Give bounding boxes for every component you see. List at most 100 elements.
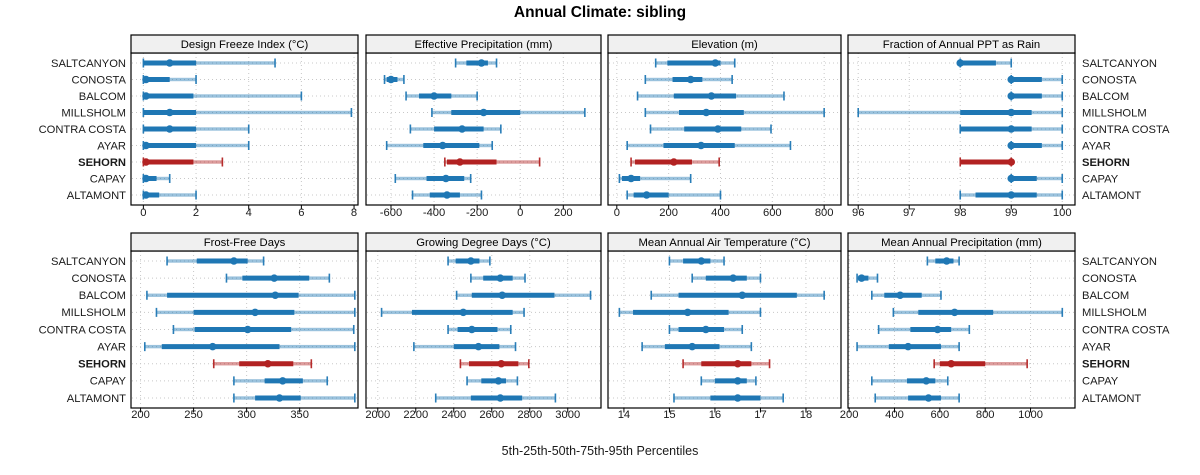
median-dot — [729, 274, 737, 282]
whisker-cap-5th — [649, 124, 652, 134]
axis-tick-label: 97 — [903, 207, 915, 219]
site-label-left: CONTRA COSTA — [39, 324, 127, 336]
median-dot — [142, 191, 150, 199]
panel-title: Elevation (m) — [691, 39, 758, 51]
interval-25-75 — [939, 361, 986, 367]
median-dot — [686, 75, 695, 84]
whisker-cap-95th — [958, 256, 960, 266]
whisker-cap-5th — [892, 307, 895, 317]
axis-tick-label: 8 — [351, 207, 357, 219]
whisker-cap-95th — [221, 157, 224, 167]
whisker-cap-95th — [1026, 359, 1028, 369]
whisker-cap-95th — [1061, 307, 1064, 317]
median-dot — [230, 257, 238, 265]
whisker-cap-5th — [871, 376, 873, 386]
axis-tick-label: 15 — [663, 409, 675, 421]
median-dot — [1007, 191, 1016, 199]
median-dot — [707, 92, 716, 100]
axis-tick-label: 800 — [815, 207, 834, 219]
whisker-cap-5th — [470, 273, 472, 283]
site-label-left: SEHORN — [78, 157, 126, 169]
whisker-cap-95th — [1061, 91, 1064, 101]
whisker-cap-95th — [495, 58, 498, 68]
median-dot — [474, 342, 483, 351]
interval-25-75 — [683, 258, 711, 264]
whisker-cap-95th — [584, 108, 586, 117]
whisker-cap-5th — [447, 325, 449, 334]
site-label-left: CONOSTA — [72, 273, 127, 285]
whisker-cap-95th — [731, 75, 733, 84]
median-dot — [458, 125, 466, 133]
site-label-left: SEHORN — [78, 359, 126, 371]
whisker-cap-95th — [300, 91, 303, 101]
whisker-cap-95th — [1061, 75, 1064, 84]
whisker-cap-5th — [626, 141, 628, 150]
page-title: Annual Climate: sibling — [513, 4, 687, 21]
median-dot — [627, 174, 635, 183]
whisker-cap-5th — [959, 190, 962, 200]
whisker-cap-5th — [877, 325, 880, 334]
site-label-left: AYAR — [97, 140, 126, 152]
median-dot — [498, 291, 507, 300]
whisker-cap-95th — [491, 141, 494, 150]
interval-25-75 — [705, 275, 747, 281]
whisker-cap-95th — [1061, 190, 1064, 200]
median-dot — [1007, 158, 1016, 166]
median-dot — [165, 108, 174, 117]
whisker-cap-95th — [354, 342, 356, 352]
median-dot — [733, 377, 742, 385]
interval-25-75 — [143, 159, 194, 165]
axis-tick-label: 250 — [184, 409, 203, 421]
site-label-left: ALTAMONT — [67, 190, 126, 202]
median-dot — [479, 108, 488, 117]
median-dot — [1007, 125, 1016, 133]
site-label-left: SALTCANYON — [51, 58, 126, 70]
median-dot — [468, 325, 476, 334]
whisker-cap-5th — [447, 256, 449, 266]
interval-25-75 — [1011, 176, 1037, 181]
whisker-cap-5th — [405, 91, 407, 101]
median-dot — [956, 59, 965, 67]
whisker-cap-95th — [1061, 108, 1064, 117]
axis-tick-label: 2600 — [479, 409, 504, 421]
interval-5-95 — [143, 94, 302, 98]
whisker-cap-5th — [650, 290, 653, 300]
median-dot — [142, 141, 150, 150]
interval-25-75 — [679, 110, 744, 115]
interval-25-75 — [466, 60, 488, 66]
interval-5-95 — [627, 193, 721, 197]
median-dot — [711, 59, 720, 67]
axis-tick-label: 200 — [659, 207, 678, 219]
median-dot — [738, 291, 747, 300]
axis-tick-label: 6 — [298, 207, 304, 219]
whisker-cap-95th — [469, 174, 472, 183]
whisker-cap-95th — [247, 141, 250, 150]
interval-25-75 — [678, 327, 725, 332]
whisker-cap-95th — [476, 91, 478, 101]
site-label-right: ALTAMONT — [1082, 190, 1141, 202]
site-label-right: SALTCANYON — [1082, 58, 1157, 70]
axis-tick-label: 400 — [885, 409, 904, 421]
whisker-cap-95th — [876, 273, 879, 283]
median-dot — [142, 174, 150, 183]
whisker-cap-95th — [554, 393, 557, 403]
whisker-cap-5th — [431, 108, 433, 117]
panel-title: Design Freeze Index (°C) — [181, 39, 309, 51]
interval-25-75 — [888, 344, 941, 350]
whisker-cap-5th — [385, 141, 388, 150]
whisker-cap-95th — [940, 290, 942, 300]
median-dot — [165, 125, 174, 133]
median-dot — [733, 359, 742, 368]
panel: 0 200 400 600 800 Elevation (m) — [607, 34, 842, 219]
median-dot — [264, 359, 272, 368]
panel: 0 2 4 6 8 Design Freeze Index (°C) — [130, 34, 359, 219]
interval-25-75 — [960, 60, 996, 66]
whisker-cap-5th — [636, 91, 639, 101]
median-dot — [942, 257, 951, 265]
median-dot — [443, 191, 451, 199]
whisker-cap-5th — [454, 58, 457, 68]
whisker-cap-95th — [958, 393, 960, 403]
whisker-cap-95th — [782, 393, 785, 403]
interval-25-75 — [423, 143, 480, 148]
median-dot — [924, 394, 933, 402]
